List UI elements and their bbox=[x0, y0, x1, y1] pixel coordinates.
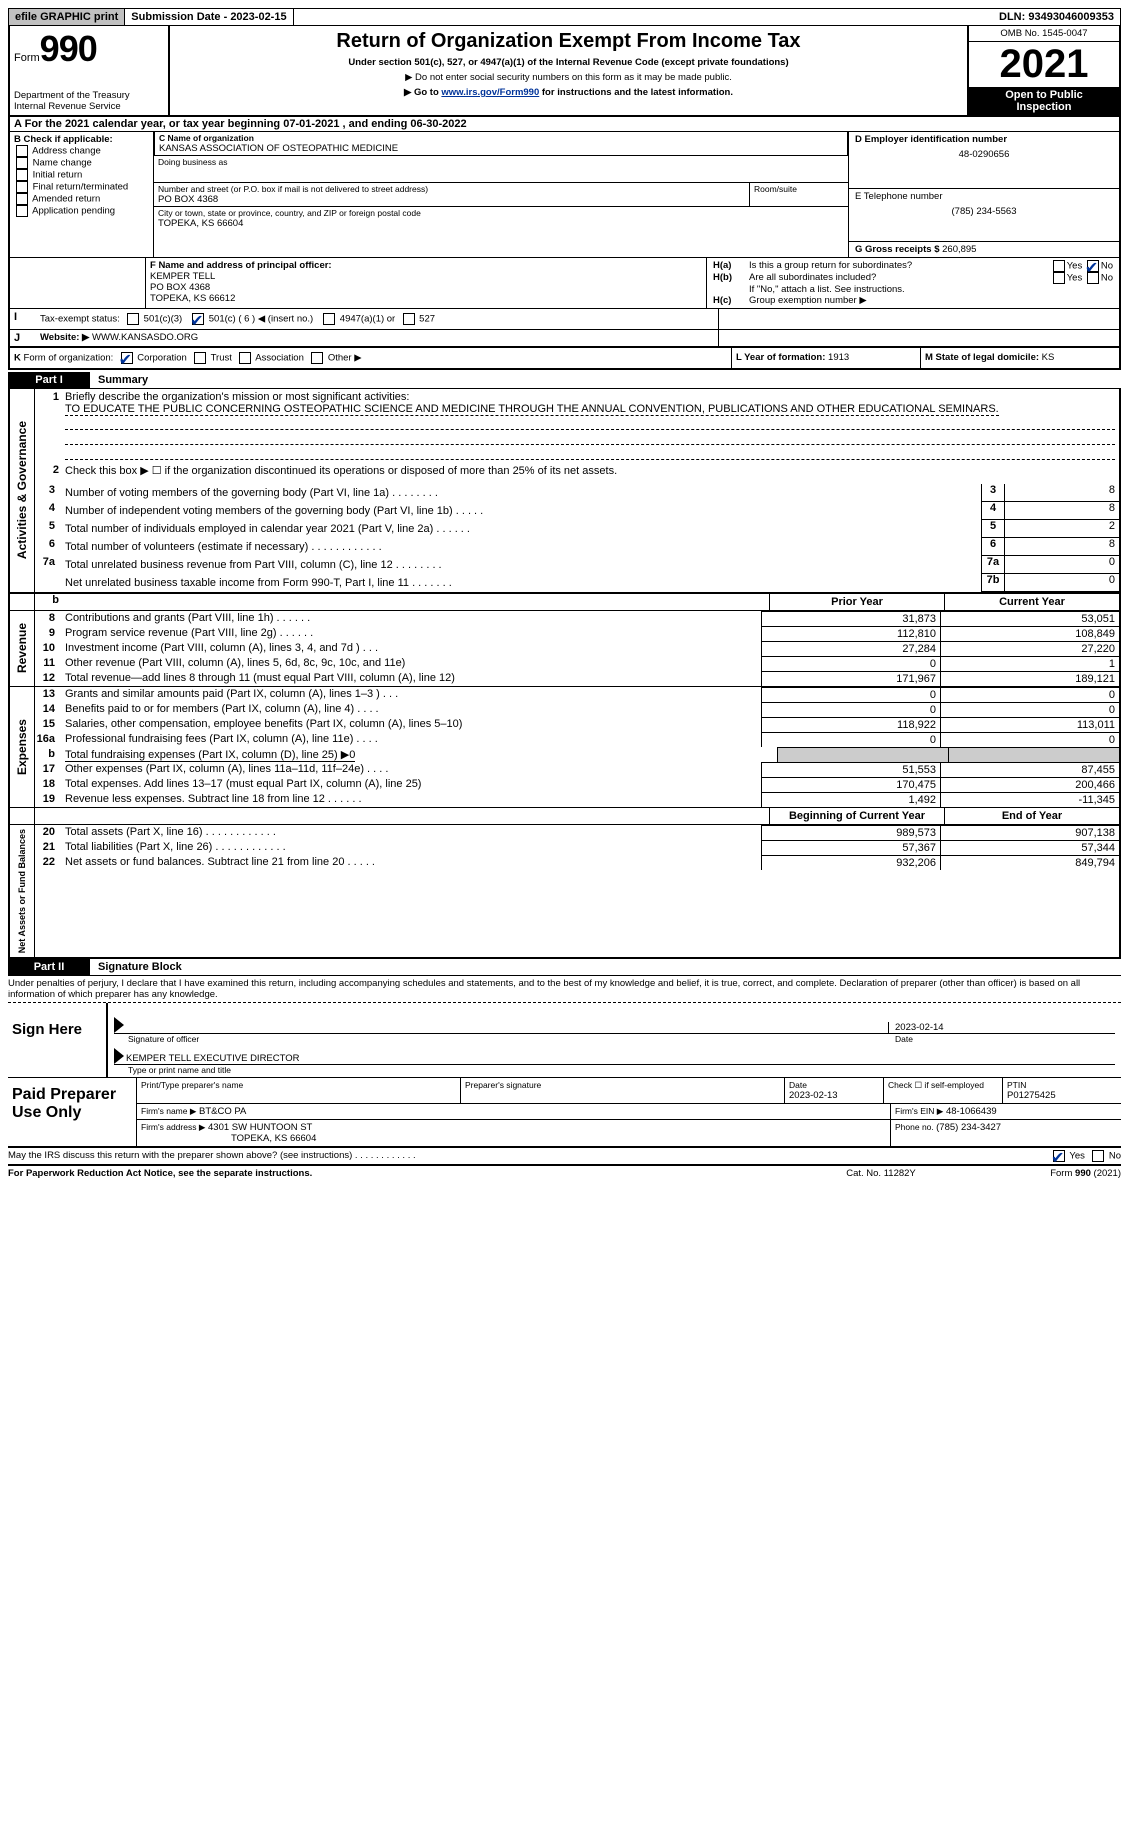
website: WWW.KANSASDO.ORG bbox=[92, 332, 198, 343]
vert-expenses: Expenses bbox=[13, 715, 31, 779]
irs-label: Internal Revenue Service bbox=[14, 101, 164, 112]
prior-year-hdr: Prior Year bbox=[769, 594, 944, 610]
form-title: Return of Organization Exempt From Incom… bbox=[174, 30, 963, 53]
open-public-l1: Open to Public bbox=[1005, 89, 1083, 101]
vert-revenue: Revenue bbox=[13, 619, 31, 677]
ein: 48-0290656 bbox=[855, 149, 1113, 160]
prep-date: 2023-02-13 bbox=[789, 1090, 879, 1101]
sig-date: 2023-02-14 bbox=[888, 1022, 1115, 1033]
section-j: Website: ▶ WWW.KANSASDO.ORG bbox=[36, 330, 718, 346]
gross-receipts: 260,895 bbox=[942, 244, 976, 255]
officer-city: TOPEKA, KS 66612 bbox=[150, 293, 702, 304]
cat-no: Cat. No. 11282Y bbox=[801, 1168, 961, 1179]
checkbox-527[interactable] bbox=[403, 313, 415, 325]
firm-addr1: 4301 SW HUNTOON ST bbox=[208, 1122, 312, 1133]
part2-label: Part II bbox=[8, 959, 90, 976]
checkbox-4947[interactable] bbox=[323, 313, 335, 325]
checkbox-ha-yes[interactable] bbox=[1053, 260, 1065, 272]
checkbox-hb-no[interactable] bbox=[1087, 272, 1099, 284]
checkbox-discuss-yes[interactable] bbox=[1053, 1150, 1065, 1162]
officer-street: PO BOX 4368 bbox=[150, 282, 702, 293]
beg-year-hdr: Beginning of Current Year bbox=[769, 808, 944, 824]
part2-title: Signature Block bbox=[90, 959, 1121, 976]
officer-name-title: KEMPER TELL EXECUTIVE DIRECTOR bbox=[126, 1053, 300, 1064]
top-bar: efile GRAPHIC print Submission Date - 20… bbox=[8, 8, 1121, 26]
caret-icon bbox=[114, 1048, 124, 1064]
open-public-l2: Inspection bbox=[1016, 101, 1071, 113]
goto-prefix: ▶ Go to bbox=[404, 87, 441, 98]
form-header: Form990 Department of the Treasury Inter… bbox=[8, 26, 1121, 117]
tax-year: 2021 bbox=[969, 42, 1119, 87]
section-b: B Check if applicable: Address change Na… bbox=[10, 132, 154, 257]
org-name: KANSAS ASSOCIATION OF OSTEOPATHIC MEDICI… bbox=[159, 143, 843, 154]
checkbox-corp[interactable] bbox=[121, 352, 133, 364]
perjury: Under penalties of perjury, I declare th… bbox=[8, 976, 1121, 1003]
section-f: F Name and address of principal officer:… bbox=[146, 258, 707, 308]
form-number: 990 bbox=[40, 28, 97, 69]
section-deg: D Employer identification number 48-0290… bbox=[848, 132, 1119, 257]
checkbox-hb-yes[interactable] bbox=[1053, 272, 1065, 284]
firm-name: BT&CO PA bbox=[199, 1106, 246, 1117]
caret-icon bbox=[114, 1017, 124, 1033]
firm-phone: (785) 234-3427 bbox=[936, 1122, 1001, 1133]
checkbox-name-change[interactable] bbox=[16, 157, 28, 169]
omb: OMB No. 1545-0047 bbox=[969, 26, 1119, 42]
checkbox-app-pending[interactable] bbox=[16, 205, 28, 217]
vert-activities: Activities & Governance bbox=[13, 417, 31, 563]
checkbox-other[interactable] bbox=[311, 352, 323, 364]
paid-preparer: Paid Preparer Use Only bbox=[8, 1078, 137, 1146]
submission-date: Submission Date - 2023-02-15 bbox=[125, 9, 293, 25]
officer-name: KEMPER TELL bbox=[150, 271, 702, 282]
current-year-hdr: Current Year bbox=[944, 594, 1119, 610]
org-city: TOPEKA, KS 66604 bbox=[158, 218, 844, 229]
vert-netassets: Net Assets or Fund Balances bbox=[15, 825, 29, 957]
section-i: Tax-exempt status: 501(c)(3) 501(c) ( 6 … bbox=[36, 309, 718, 329]
checkbox-501c[interactable] bbox=[192, 313, 204, 325]
section-h: H(a) Is this a group return for subordin… bbox=[707, 258, 1119, 308]
section-k: K Form of organization: Corporation Trus… bbox=[10, 348, 731, 368]
sign-here: Sign Here bbox=[8, 1003, 108, 1077]
mission: TO EDUCATE THE PUBLIC CONCERNING OSTEOPA… bbox=[65, 403, 999, 416]
may-discuss: May the IRS discuss this return with the… bbox=[8, 1150, 1051, 1162]
checkbox-address-change[interactable] bbox=[16, 145, 28, 157]
goto-suffix: for instructions and the latest informat… bbox=[539, 87, 733, 98]
efile-graphic-label: efile GRAPHIC print bbox=[9, 9, 125, 25]
ssn-note: ▶ Do not enter social security numbers o… bbox=[174, 72, 963, 83]
part1-label: Part I bbox=[8, 372, 90, 389]
checkbox-amended[interactable] bbox=[16, 193, 28, 205]
ptin: P01275425 bbox=[1007, 1090, 1117, 1101]
firm-ein: 48-1066439 bbox=[946, 1106, 997, 1117]
firm-addr2: TOPEKA, KS 66604 bbox=[141, 1133, 886, 1144]
checkbox-initial-return[interactable] bbox=[16, 169, 28, 181]
dept-treasury: Department of the Treasury bbox=[14, 90, 164, 101]
section-a: A For the 2021 calendar year, or tax yea… bbox=[8, 117, 1121, 132]
form-subtitle: Under section 501(c), 527, or 4947(a)(1)… bbox=[174, 57, 963, 68]
org-street: PO BOX 4368 bbox=[158, 194, 745, 205]
year-formation: 1913 bbox=[828, 352, 849, 363]
goto-link[interactable]: www.irs.gov/Form990 bbox=[441, 87, 539, 98]
checkbox-assoc[interactable] bbox=[239, 352, 251, 364]
checkbox-discuss-no[interactable] bbox=[1092, 1150, 1104, 1162]
checkbox-ha-no[interactable] bbox=[1087, 260, 1099, 272]
dln: DLN: 93493046009353 bbox=[993, 9, 1120, 25]
phone: (785) 234-5563 bbox=[855, 206, 1113, 217]
checkbox-501c3[interactable] bbox=[127, 313, 139, 325]
part1-title: Summary bbox=[90, 372, 1121, 389]
form-label: Form bbox=[14, 52, 40, 64]
footer-form: 990 bbox=[1075, 1168, 1091, 1179]
paperwork-notice: For Paperwork Reduction Act Notice, see … bbox=[8, 1168, 801, 1179]
checkbox-final-return[interactable] bbox=[16, 181, 28, 193]
checkbox-trust[interactable] bbox=[194, 352, 206, 364]
end-year-hdr: End of Year bbox=[944, 808, 1119, 824]
state-domicile: KS bbox=[1042, 352, 1055, 363]
section-c: C Name of organization KANSAS ASSOCIATIO… bbox=[154, 132, 848, 257]
